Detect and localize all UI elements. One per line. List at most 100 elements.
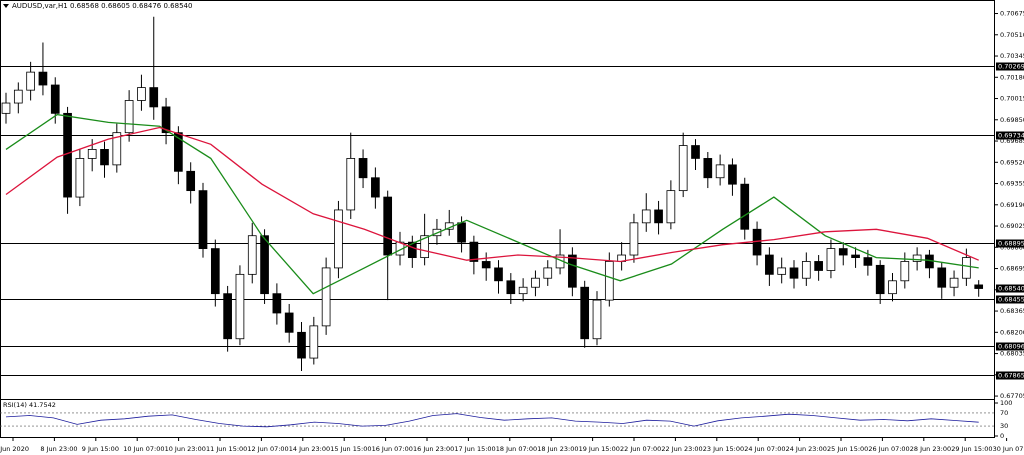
x-tick-label: 18 Jun 07:00 bbox=[496, 445, 537, 453]
candle-body bbox=[321, 267, 331, 327]
x-tick-label: 28 Jun 23:00 bbox=[910, 445, 951, 453]
candle-body bbox=[740, 183, 750, 230]
candle-body bbox=[161, 106, 171, 134]
candle-body bbox=[198, 190, 208, 249]
x-tick-label: 9 Jun 15:00 bbox=[82, 445, 119, 453]
level-label: 0.70269 bbox=[998, 63, 1024, 71]
candle-body bbox=[38, 71, 48, 86]
x-tick-label: 17 Jun 15:00 bbox=[454, 445, 495, 453]
level-box bbox=[996, 131, 1024, 140]
candle-body bbox=[666, 190, 676, 224]
x-tick-label: 24 Jun 07:00 bbox=[744, 445, 785, 453]
candle-body bbox=[247, 235, 257, 275]
y-tick-label: 0.70345 bbox=[1000, 52, 1024, 60]
x-tick-label: 24 Jun 23:00 bbox=[786, 445, 827, 453]
candle-body bbox=[912, 254, 922, 262]
y-tick-label: 0.68695 bbox=[1000, 265, 1024, 273]
candle-body bbox=[851, 254, 860, 259]
last-price-box bbox=[996, 284, 1024, 293]
rsi-tick-label: 0 bbox=[1000, 432, 1004, 440]
x-tick-label: 18 Jun 23:00 bbox=[537, 445, 578, 453]
candle-body bbox=[678, 145, 688, 192]
candle-body bbox=[974, 284, 984, 289]
candle-body bbox=[469, 241, 479, 262]
level-box bbox=[996, 295, 1024, 304]
candle-body bbox=[826, 248, 836, 271]
level-box bbox=[996, 239, 1024, 248]
candle-body bbox=[371, 177, 380, 198]
candle-body bbox=[100, 149, 109, 166]
rsi-tick-label: 30 bbox=[1000, 422, 1008, 430]
candle-body bbox=[580, 286, 590, 340]
x-tick-label: 22 Jun 07:00 bbox=[620, 445, 661, 453]
candle-body bbox=[604, 261, 614, 301]
y-tick-label: 0.67705 bbox=[1000, 392, 1024, 400]
x-tick-label: 29 Jun 15:00 bbox=[951, 445, 992, 453]
candle-body bbox=[863, 257, 873, 266]
candle-body bbox=[777, 267, 787, 275]
candle-body bbox=[518, 286, 528, 295]
last-price-label: 0.68540 bbox=[998, 285, 1024, 293]
candle-body bbox=[641, 209, 651, 224]
candle-body bbox=[900, 261, 910, 282]
level-box bbox=[996, 62, 1024, 71]
candle-body bbox=[210, 248, 220, 295]
candle-body bbox=[420, 235, 429, 259]
candle-body bbox=[691, 145, 700, 159]
x-tick-label: 8 Jun 23:00 bbox=[40, 445, 77, 453]
candle-body bbox=[63, 112, 72, 198]
x-tick-label: 19 Jun 15:00 bbox=[579, 445, 620, 453]
candle-body bbox=[506, 280, 516, 295]
x-tick-label: 15 Jun 15:00 bbox=[330, 445, 371, 453]
level-label: 0.69734 bbox=[998, 132, 1024, 140]
candle-body bbox=[87, 149, 97, 159]
candle-body bbox=[789, 267, 799, 279]
y-tick-label: 0.69685 bbox=[1000, 137, 1024, 145]
candle-body bbox=[715, 164, 725, 179]
moving-average bbox=[5, 126, 979, 263]
candle-body bbox=[592, 299, 602, 340]
candle-body bbox=[888, 280, 897, 295]
candle-body bbox=[358, 158, 368, 179]
moving-average bbox=[5, 113, 979, 295]
candle-body bbox=[801, 261, 811, 279]
level-label: 0.68096 bbox=[998, 343, 1024, 351]
x-tick-label: 12 Jun 07:00 bbox=[247, 445, 288, 453]
x-tick-label: 23 Jun 15:00 bbox=[703, 445, 744, 453]
candle-body bbox=[703, 158, 713, 179]
level-label: 0.67865 bbox=[998, 372, 1024, 380]
candle-body bbox=[186, 170, 196, 192]
candle-body bbox=[309, 325, 319, 359]
candle-body bbox=[284, 312, 294, 333]
x-tick-label: 16 Jun 23:00 bbox=[413, 445, 454, 453]
candle-body bbox=[26, 71, 35, 91]
y-tick-label: 0.68035 bbox=[1000, 350, 1024, 358]
candle-body bbox=[50, 84, 60, 114]
candle-body bbox=[629, 222, 639, 256]
candle-body bbox=[531, 277, 540, 288]
candle-body bbox=[543, 267, 553, 279]
menu-arrow[interactable] bbox=[3, 4, 9, 8]
level-box bbox=[996, 371, 1024, 380]
level-box bbox=[996, 342, 1024, 351]
level-label: 0.68455 bbox=[998, 296, 1024, 304]
x-tick-label: 14 Jun 23:00 bbox=[289, 445, 330, 453]
plot-frame bbox=[0, 0, 995, 438]
candle-body bbox=[223, 293, 232, 340]
candle-body bbox=[149, 87, 159, 108]
candle-body bbox=[838, 248, 848, 256]
candle-body bbox=[457, 222, 466, 243]
candle-body bbox=[383, 196, 393, 256]
candle-body bbox=[124, 100, 134, 134]
candle-body bbox=[814, 261, 823, 271]
x-tick-label: 10 Jun 07:00 bbox=[123, 445, 164, 453]
candle-body bbox=[407, 241, 417, 259]
candle-body bbox=[728, 164, 737, 185]
y-tick-label: 0.69025 bbox=[1000, 222, 1024, 230]
candle-body bbox=[937, 267, 947, 288]
